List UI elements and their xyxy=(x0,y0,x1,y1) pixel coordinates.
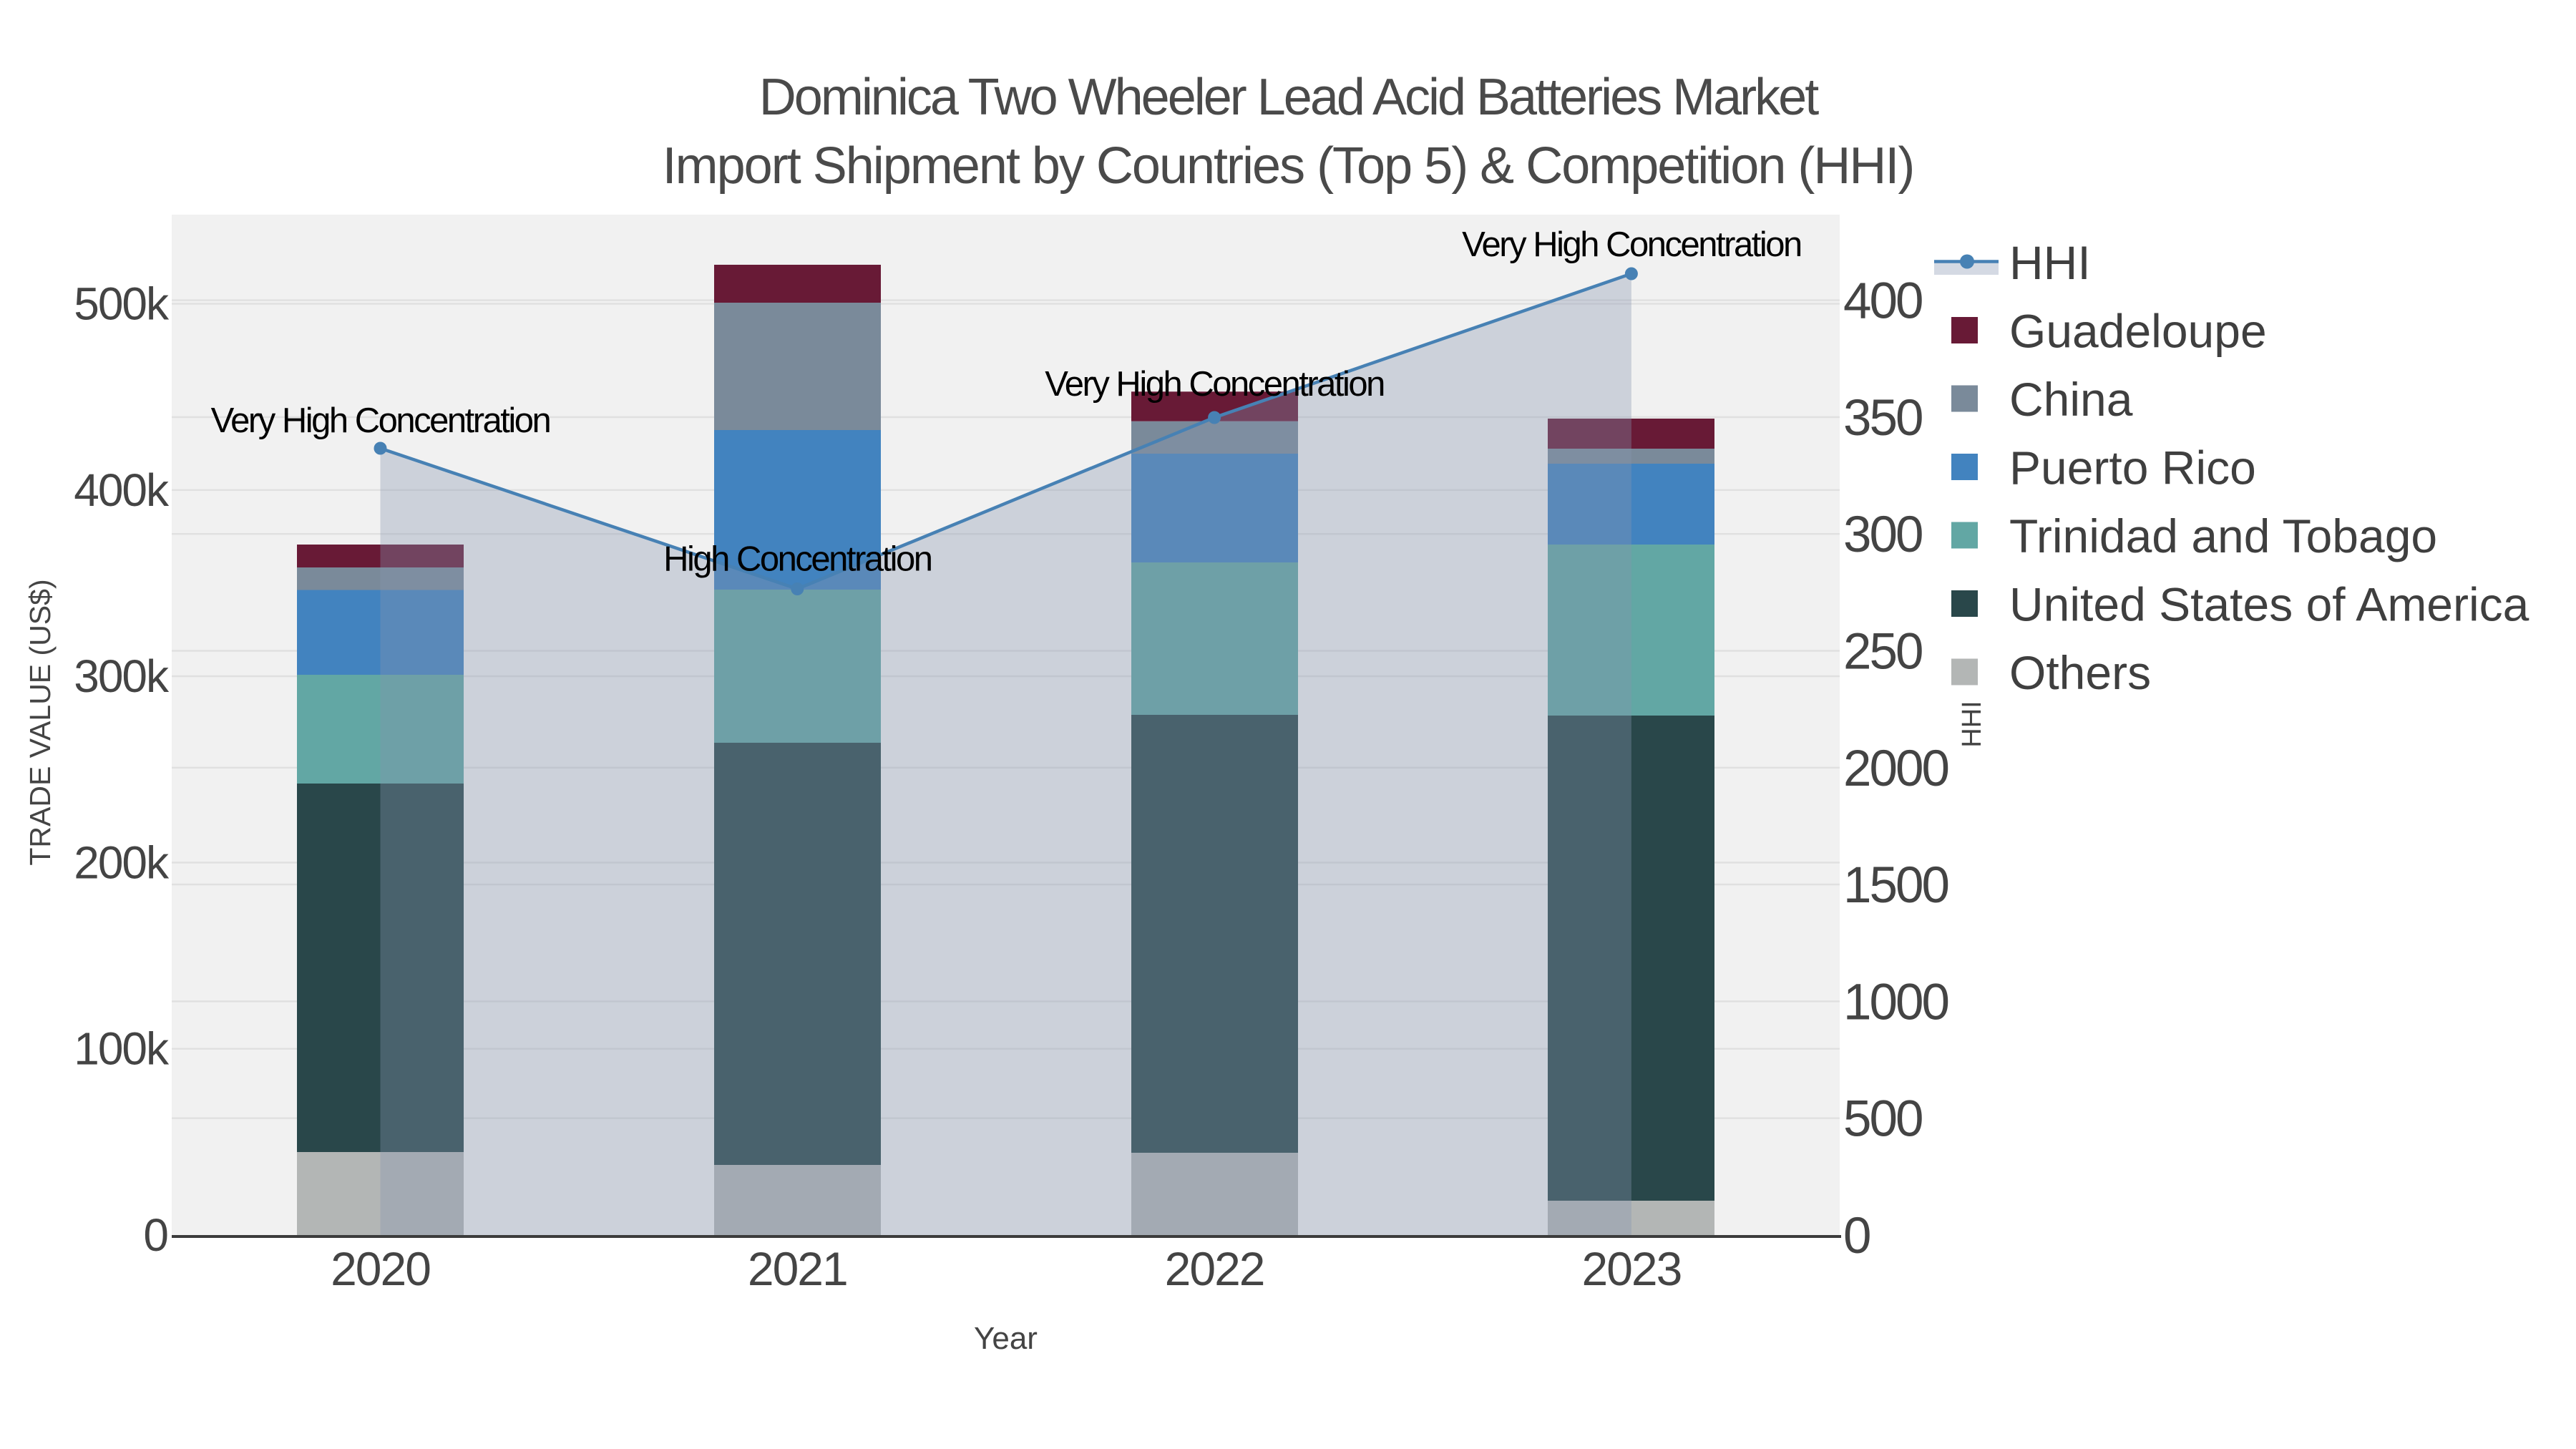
svg-text:2021: 2021 xyxy=(748,1242,847,1295)
svg-text:0: 0 xyxy=(1843,1208,1870,1264)
svg-text:2023: 2023 xyxy=(1581,1242,1681,1295)
svg-text:Year: Year xyxy=(974,1321,1038,1356)
svg-text:HHI: HHI xyxy=(2009,236,2091,289)
svg-text:500k: 500k xyxy=(74,278,170,330)
svg-text:0: 0 xyxy=(143,1209,167,1261)
svg-text:Very High Concentration: Very High Concentration xyxy=(1462,225,1801,264)
svg-text:Very High Concentration: Very High Concentration xyxy=(211,401,550,440)
svg-text:100k: 100k xyxy=(74,1023,170,1075)
svg-text:Guadeloupe: Guadeloupe xyxy=(2009,305,2267,358)
svg-text:1000: 1000 xyxy=(1843,974,1948,1030)
svg-text:300k: 300k xyxy=(74,650,170,702)
svg-text:Import Shipment by Countries (: Import Shipment by Countries (Top 5) & C… xyxy=(663,137,1914,195)
svg-text:China: China xyxy=(2009,373,2133,426)
svg-text:350: 350 xyxy=(1843,390,1922,447)
svg-text:Dominica Two Wheeler Lead Acid: Dominica Two Wheeler Lead Acid Batteries… xyxy=(759,69,1819,126)
svg-text:2020: 2020 xyxy=(331,1242,430,1295)
svg-text:Very High Concentration: Very High Concentration xyxy=(1045,365,1384,404)
svg-text:Trinidad and Tobago: Trinidad and Tobago xyxy=(2009,509,2437,562)
svg-text:250: 250 xyxy=(1843,624,1922,680)
svg-text:2022: 2022 xyxy=(1165,1242,1264,1295)
svg-text:400: 400 xyxy=(1843,273,1922,330)
svg-text:HHI: HHI xyxy=(1957,701,1987,747)
svg-text:2000: 2000 xyxy=(1843,741,1948,797)
svg-text:Others: Others xyxy=(2009,646,2151,699)
svg-text:High Concentration: High Concentration xyxy=(663,540,932,579)
svg-text:United States of America: United States of America xyxy=(2009,578,2529,631)
svg-text:300: 300 xyxy=(1843,507,1922,563)
svg-text:400k: 400k xyxy=(74,464,170,516)
svg-text:1500: 1500 xyxy=(1843,857,1948,914)
svg-text:TRADE VALUE (US$): TRADE VALUE (US$) xyxy=(24,579,57,865)
svg-text:200k: 200k xyxy=(74,836,170,888)
svg-text:Puerto Rico: Puerto Rico xyxy=(2009,441,2256,494)
svg-text:500: 500 xyxy=(1843,1091,1922,1148)
